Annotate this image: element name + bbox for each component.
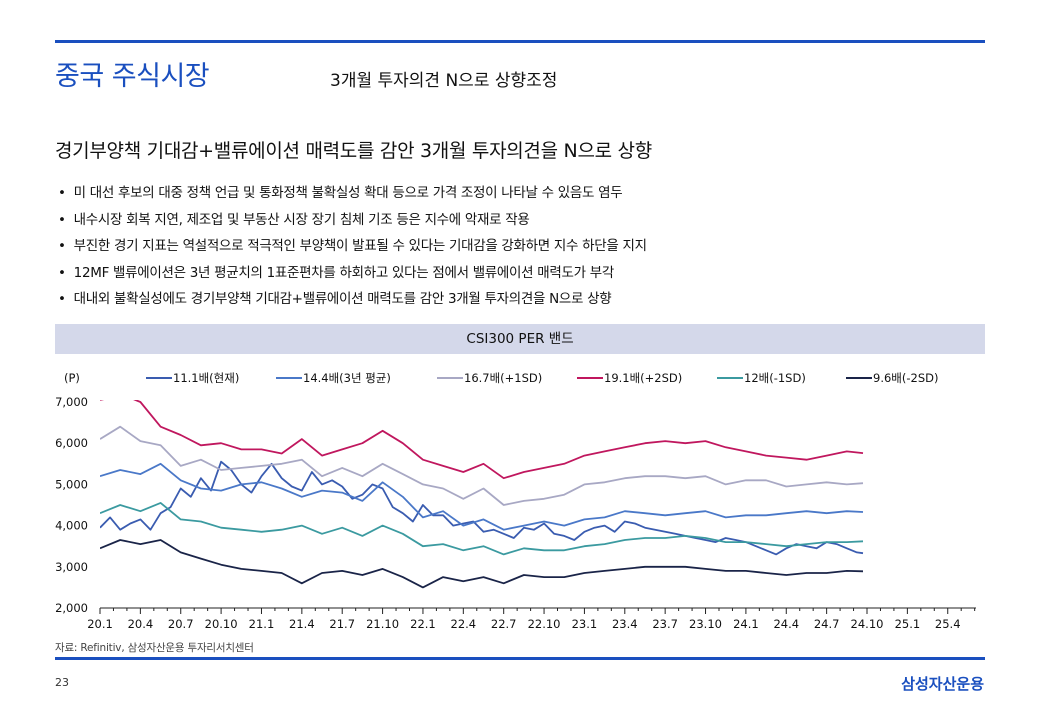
y-tick-label: 7,000 bbox=[55, 395, 88, 409]
page-number: 23 bbox=[55, 676, 69, 689]
bullet-item: 대내외 불확실성에도 경기부양책 기대감+밸류에이션 매력도를 감안 3개월 투… bbox=[58, 286, 647, 313]
page-subtitle: 3개월 투자의견 N으로 상향조정 bbox=[330, 71, 558, 91]
per-band-chart: 2,000 3,000 4,000 5,000 6,000 7,000 (P) 20.1 20.… bbox=[55, 371, 976, 631]
x-tick-label: 20.10 bbox=[205, 617, 238, 631]
x-tick-label: 24.4 bbox=[773, 617, 799, 631]
y-tick-label: 4,000 bbox=[55, 519, 88, 533]
x-tick-label: 24.7 bbox=[814, 617, 840, 631]
chart-title: CSI300 PER 밴드 bbox=[466, 331, 574, 347]
series-line bbox=[100, 460, 864, 556]
x-tick-label: 25.1 bbox=[895, 617, 921, 631]
x-tick-label: 25.4 bbox=[935, 617, 961, 631]
x-tick-label: 21.10 bbox=[366, 617, 399, 631]
chart-title-bar: CSI300 PER 밴드 bbox=[55, 324, 985, 354]
bullet-list: 미 대선 후보의 대중 정책 언급 및 통화정책 불확실성 확대 등으로 가격 … bbox=[58, 180, 647, 313]
top-rule bbox=[55, 40, 985, 43]
series-line bbox=[100, 539, 864, 589]
series-line bbox=[100, 400, 864, 480]
x-tick-label: 23.1 bbox=[572, 617, 598, 631]
x-tick-label: 20.1 bbox=[87, 617, 113, 631]
headline: 경기부양책 기대감+밸류에이션 매력도를 감안 3개월 투자의견을 N으로 상향 bbox=[55, 140, 652, 162]
x-tick-label: 21.7 bbox=[329, 617, 355, 631]
x-tick-label: 21.1 bbox=[249, 617, 275, 631]
legend-label: 12배(-1SD) bbox=[744, 371, 806, 385]
page-title: 중국 주식시장 bbox=[55, 61, 210, 92]
series-line bbox=[100, 502, 864, 556]
legend-label: 16.7배(+1SD) bbox=[464, 371, 542, 385]
x-tick-label: 20.4 bbox=[128, 617, 154, 631]
series-line bbox=[100, 425, 864, 506]
x-tick-label: 23.10 bbox=[689, 617, 722, 631]
y-tick-label: 5,000 bbox=[55, 477, 88, 491]
bullet-item: 미 대선 후보의 대중 정책 언급 및 통화정책 불확실성 확대 등으로 가격 … bbox=[58, 180, 647, 207]
bullet-item: 내수시장 회복 지연, 제조업 및 부동산 시장 장기 침체 기조 등은 지수에… bbox=[58, 207, 647, 234]
x-tick-label: 23.4 bbox=[612, 617, 638, 631]
x-tick-label: 23.7 bbox=[652, 617, 678, 631]
y-axis-unit: (P) bbox=[64, 371, 80, 385]
x-tick-label: 22.10 bbox=[528, 617, 561, 631]
y-tick-label: 3,000 bbox=[55, 560, 88, 574]
x-tick-label: 22.1 bbox=[410, 617, 436, 631]
legend-label: 9.6배(-2SD) bbox=[873, 371, 938, 385]
legend-label: 19.1배(+2SD) bbox=[604, 371, 682, 385]
x-tick-label: 20.7 bbox=[168, 617, 194, 631]
series-line bbox=[100, 462, 864, 531]
y-tick-label: 6,000 bbox=[55, 436, 88, 450]
x-tick-label: 24.10 bbox=[851, 617, 884, 631]
x-tick-label: 24.1 bbox=[733, 617, 759, 631]
x-tick-label: 22.4 bbox=[451, 617, 477, 631]
bottom-rule bbox=[55, 657, 985, 660]
source-note: 자료: Refinitiv, 삼성자산운용 투자리서치센터 bbox=[55, 642, 254, 654]
brand-logo: 삼성자산운용 bbox=[901, 675, 984, 693]
bullet-item: 12MF 밸류에이션은 3년 평균치의 1표준편차를 하회하고 있다는 점에서 … bbox=[58, 260, 647, 287]
y-tick-label: 2,000 bbox=[55, 601, 88, 615]
legend-label: 11.1배(현재) bbox=[173, 371, 239, 385]
bullet-item: 부진한 경기 지표는 역설적으로 적극적인 부양책이 발표될 수 있다는 기대감… bbox=[58, 233, 647, 260]
x-tick-label: 22.7 bbox=[491, 617, 517, 631]
x-tick-label: 21.4 bbox=[289, 617, 315, 631]
legend-label: 14.4배(3년 평균) bbox=[303, 371, 391, 385]
